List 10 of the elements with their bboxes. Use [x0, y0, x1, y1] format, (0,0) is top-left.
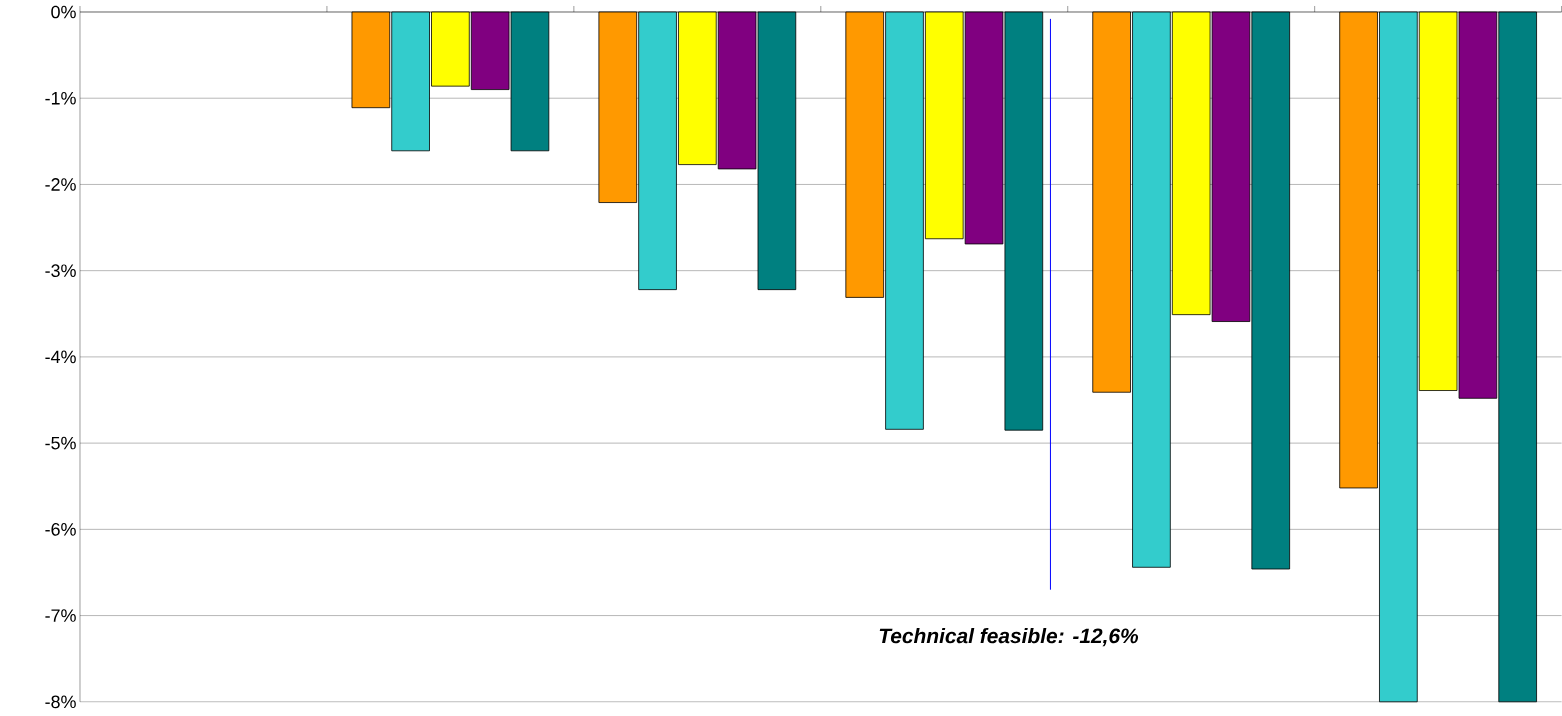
y-tick-label: -3%	[45, 264, 76, 278]
y-tick-label: -5%	[45, 436, 76, 450]
y-tick-label: -6%	[45, 523, 76, 536]
y-tick-label: -2%	[45, 178, 76, 191]
y-tick-label: 0%	[51, 5, 76, 19]
y-tick-label: -7%	[45, 609, 76, 622]
y-tick-label: -4%	[45, 350, 76, 364]
y-tick-label: -8%	[45, 695, 76, 709]
annotation: Technical feasible: -12,6%	[879, 628, 1139, 647]
y-tick-label: -1%	[45, 92, 76, 105]
